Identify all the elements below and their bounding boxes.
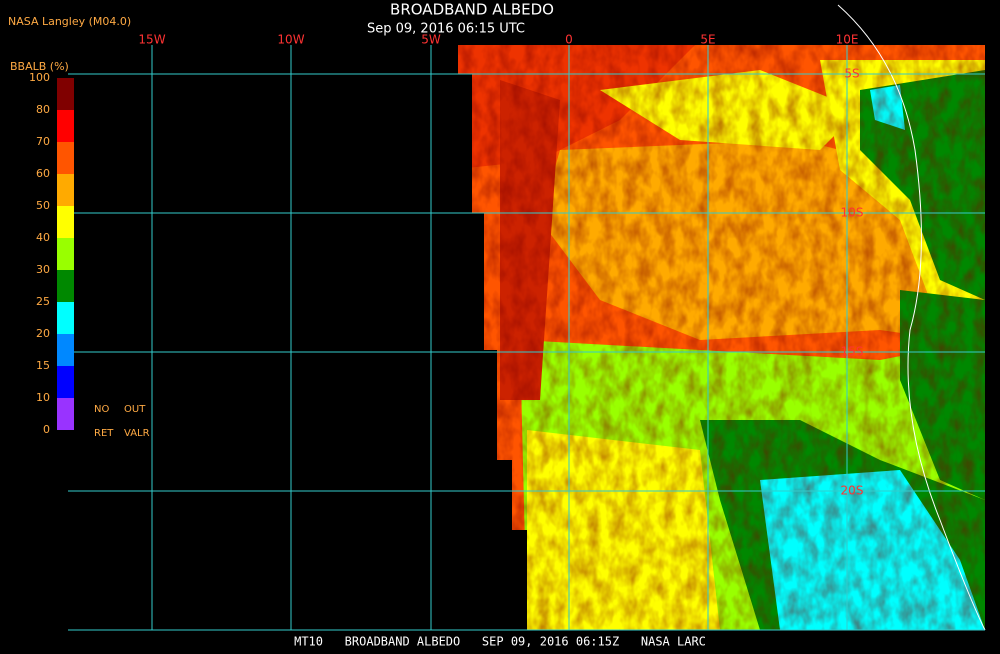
legend-note: RET xyxy=(94,428,114,439)
source: NASA Langley (M04.0) xyxy=(8,15,131,28)
coastline xyxy=(837,4,986,631)
legend-swatch xyxy=(57,142,74,174)
legend-label: 80 xyxy=(36,103,50,116)
longitude-label: 15W xyxy=(138,33,165,47)
grid: 15W 10W 5W 0 5E 10E 5S 10S 15S 20S xyxy=(68,33,985,631)
latitude-label: 15S xyxy=(841,345,864,359)
legend-label: 100 xyxy=(29,71,50,84)
longitude-label: 10E xyxy=(836,33,859,47)
legend-title: BBALB (%) xyxy=(10,60,69,73)
legend-label: 25 xyxy=(36,295,50,308)
legend-label: 60 xyxy=(36,167,50,180)
legend-label: 15 xyxy=(36,359,50,372)
legend-swatch xyxy=(57,334,74,366)
legend-swatch xyxy=(57,110,74,142)
legend-swatch xyxy=(57,78,74,110)
longitude-label: 0 xyxy=(565,33,573,47)
datetime: Sep 09, 2016 06:15 UTC xyxy=(367,22,525,37)
legend-label: 10 xyxy=(36,391,50,404)
longitude-label: 5E xyxy=(700,33,715,47)
legend-swatch xyxy=(57,270,74,302)
legend-swatch xyxy=(57,302,74,334)
legend-note: NO xyxy=(94,404,109,415)
legend-label: 50 xyxy=(36,199,50,212)
legend-swatch xyxy=(57,398,74,430)
legend-label: 40 xyxy=(36,231,50,244)
legend-swatch xyxy=(57,366,74,398)
latitude-label: 5S xyxy=(844,67,859,81)
legend-label: 30 xyxy=(36,263,50,276)
legend-swatch xyxy=(57,174,74,206)
footer: MT10 BROADBAND ALBEDO SEP 09, 2016 06:15… xyxy=(294,635,706,649)
title: BROADBAND ALBEDO xyxy=(390,1,554,19)
legend-swatch xyxy=(57,238,74,270)
legend-label: 0 xyxy=(43,423,50,436)
longitude-label: 10W xyxy=(277,33,304,47)
satellite-image xyxy=(458,45,985,630)
legend-note: OUT xyxy=(124,404,146,415)
legend-label: 20 xyxy=(36,327,50,340)
longitude-label: 5W xyxy=(421,33,441,47)
latitude-label: 10S xyxy=(841,206,864,220)
legend-label: 70 xyxy=(36,135,50,148)
legend-swatch xyxy=(57,206,74,238)
latitude-label: 20S xyxy=(841,484,864,498)
legend-note: VALR xyxy=(124,428,150,439)
